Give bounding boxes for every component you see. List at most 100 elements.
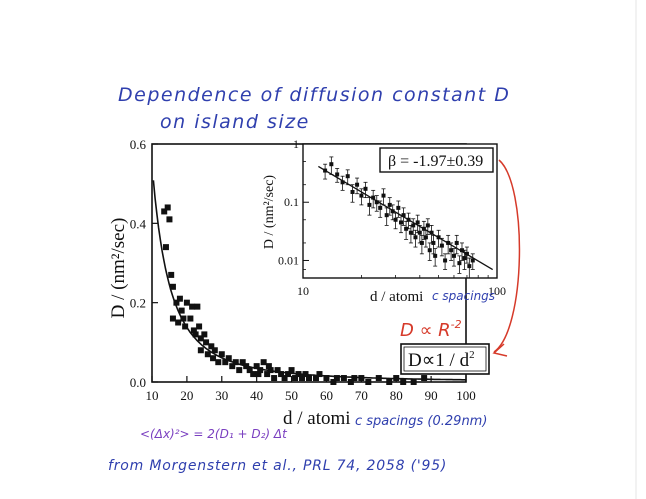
main-x-tick-label: 60 [320,388,333,403]
main-data-point [225,355,232,362]
inset-data-point [462,256,467,261]
inset-data-point [423,235,428,240]
handwritten-title-line2: on island size [160,111,310,133]
main-data-point [229,363,236,370]
inset-data-point [470,258,475,263]
inset-y-axis-label: D / (nm²/sec) [262,175,277,250]
inset-data-point [350,189,355,194]
inset-data-point [413,235,418,240]
main-data-point [400,379,407,385]
main-data-point [169,283,176,290]
main-handwritten-spacings: c spacings (0.29nm) [355,414,487,429]
main-data-point [187,315,194,322]
main-data-point [299,375,306,382]
main-data-point [365,379,372,385]
main-data-point [271,375,278,382]
inset-data-point [457,261,462,266]
main-data-point [204,351,211,358]
main-data-point [312,375,319,382]
inset-data-point [363,186,368,191]
main-data-point [257,367,264,374]
inset-data-point [425,223,430,228]
inset-y-tick-label: 1 [293,137,299,151]
red-arrowhead [492,343,508,357]
main-data-point [178,307,185,314]
main-x-tick-label: 80 [390,388,403,403]
main-data-point [250,371,257,378]
main-data-point [168,271,175,278]
inset-data-point [427,248,432,253]
main-data-point [330,379,337,385]
handwritten-proportionality: D ∝ R-2 [400,318,462,341]
inset-data-point [367,202,372,207]
inset-data-point [390,209,395,214]
main-data-point [218,351,225,358]
main-data-point [292,375,299,382]
main-fit-curve [152,180,466,381]
inset-x-axis-label: d / atomi [370,289,423,305]
main-data-point [211,347,218,354]
main-data-point [164,204,171,211]
main-data-point [253,363,260,370]
inset-data-point [345,174,350,179]
main-data-point [323,375,330,382]
inset-data-point [431,240,436,245]
main-y-tick-label: 0.6 [130,137,147,152]
inset-data-point [355,182,360,187]
inset-data-point [396,205,401,210]
inset-data-point [359,193,364,198]
main-annotation-box-inner [403,346,487,372]
inset-data-point [404,226,409,231]
inset-data-point [415,220,420,225]
inset-y-tick-label: 0.01 [278,253,299,267]
main-y-tick-label: 0.4 [130,216,147,231]
inset-data-point [443,258,448,263]
handwritten-title-line1: Dependence of diffusion constant D [118,84,510,106]
main-data-point [306,375,312,382]
main-data-point [201,331,208,338]
main-data-point [239,359,246,366]
inset-data-point [387,202,392,207]
main-data-point [274,367,281,374]
main-data-point [285,371,292,378]
inset-data-point [398,220,403,225]
red-bracket-arrow [493,159,521,353]
inset-data-point [371,195,376,200]
main-data-point [208,343,215,350]
main-data-point [197,335,204,342]
inset-data-point [467,264,472,269]
main-data-point [194,303,201,310]
main-data-point [166,216,173,223]
main-annotation-box [400,343,490,375]
inset-handwritten-spacings: c spacings [432,289,495,303]
main-data-point [161,208,168,215]
inset-data-point [417,230,422,235]
main-x-tick-label: 10 [146,388,159,403]
main-x-tick-label: 50 [285,388,298,403]
main-data-point [340,375,347,382]
main-data-point [203,339,210,346]
main-plot: 10 20 30 40 50 60 70 80 90 100 0.0 0.2 0.4 0.6 D / (n… [108,137,490,429]
inset-data-point [439,243,444,248]
main-x-tick-label: 100 [456,388,476,403]
inset-data-point [411,223,416,228]
main-data-point [173,299,180,306]
main-data-point [316,371,323,378]
main-data-point [265,363,272,370]
inset-fit-line [318,165,494,271]
main-y-axis-label: D / (nm²/sec) [108,218,129,319]
main-x-tick-label: 70 [355,388,368,403]
main-data-point [190,327,197,334]
inset-data-point [381,193,386,198]
handwritten-source: from Morgenstern et al., PRL 74, 2058 ('… [108,458,447,474]
main-data-point [180,315,187,322]
main-data-point [278,371,285,378]
main-y-tick-label: 0.2 [130,296,146,311]
main-data-point [162,244,169,251]
main-x-tick-label: 90 [425,388,438,403]
main-x-tick-label: 30 [215,388,228,403]
inset-data-point [449,248,454,253]
main-data-point [176,295,183,302]
main-data-point [169,315,176,322]
main-annotation: D∝1 / d2 [408,349,475,371]
